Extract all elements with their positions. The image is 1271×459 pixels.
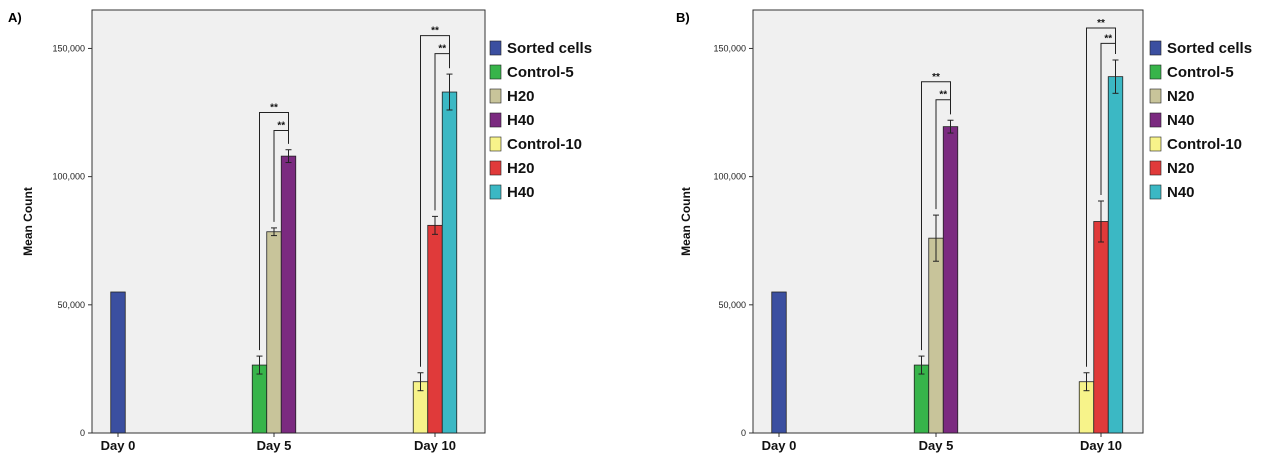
significance-bracket	[273, 129, 289, 222]
y-tick-label: 100,000	[52, 172, 85, 182]
chart-panel-b: B) 0 50,000 100,000 150,000 Mean Count Day 0 D…	[660, 0, 1271, 459]
legend-swatch	[489, 40, 502, 56]
x-tick-label: Day 10	[414, 438, 456, 453]
bar-h40	[441, 91, 458, 434]
legend-label: Control-10	[1167, 136, 1242, 153]
significance-label: **	[1104, 33, 1112, 44]
legend-label: H20	[507, 160, 535, 177]
legend-swatch	[1149, 136, 1162, 152]
bar-sorted-cells	[110, 291, 126, 434]
x-tick-label: Day 5	[919, 438, 954, 453]
bar-n20	[1093, 221, 1109, 434]
y-tick-label: 50,000	[57, 300, 85, 310]
panel-label: A)	[8, 10, 22, 25]
y-axis-label: Mean Count	[679, 187, 693, 256]
legend-label: Control-5	[1167, 64, 1234, 81]
chart-panel-a: A) 0 50,000 100,000 150,000 Mean Count Day 0 D…	[8, 9, 592, 453]
significance-bracket	[935, 99, 951, 210]
legend-swatch	[1149, 88, 1162, 104]
x-tick-label: Day 0	[762, 438, 797, 453]
legend-label: Control-10	[507, 136, 582, 153]
bar-n20	[928, 237, 944, 434]
significance-label: **	[939, 90, 947, 101]
legend-swatch	[1149, 160, 1162, 176]
legend-swatch	[489, 136, 502, 152]
bar-sorted-cells	[771, 291, 787, 434]
bar-control-5	[251, 364, 268, 434]
legend-swatch	[1149, 40, 1162, 56]
bar-h20	[427, 224, 443, 434]
significance-bracket	[921, 81, 951, 351]
y-tick-label: 0	[80, 428, 85, 438]
legend-label: N20	[1167, 160, 1195, 177]
significance-bracket	[259, 112, 289, 351]
legend-swatch	[1149, 184, 1162, 200]
legend-label: H20	[507, 88, 535, 105]
significance-bracket	[434, 53, 450, 211]
x-tick-label: Day 5	[257, 438, 292, 453]
significance-label: **	[1097, 18, 1105, 29]
significance-label: **	[277, 120, 285, 131]
significance-label: **	[431, 26, 439, 37]
legend-label: H40	[507, 184, 535, 201]
legend-label: Sorted cells	[507, 40, 592, 57]
bar-n40	[942, 126, 959, 434]
bar-n40	[1107, 76, 1124, 434]
legend-label: Sorted cells	[1167, 40, 1252, 57]
x-tick-label: Day 10	[1080, 438, 1122, 453]
significance-label: **	[932, 72, 940, 83]
significance-bracket	[1100, 42, 1116, 195]
legend-label: H40	[507, 112, 535, 129]
y-tick-label: 50,000	[718, 300, 746, 310]
legend-swatch	[489, 184, 502, 200]
legend-swatch	[489, 160, 502, 176]
y-axis-label: Mean Count	[21, 187, 35, 256]
legend-swatch	[1149, 112, 1162, 128]
panel-label: B)	[676, 10, 690, 25]
legend-label: N40	[1167, 112, 1195, 129]
bar-h40	[280, 155, 297, 434]
legend-label: N20	[1167, 88, 1195, 105]
y-tick-label: 150,000	[713, 43, 746, 53]
bar-h20	[266, 231, 282, 434]
significance-bracket	[420, 35, 450, 367]
y-tick-label: 100,000	[713, 172, 746, 182]
legend-label: N40	[1167, 184, 1195, 201]
significance-label: **	[438, 44, 446, 55]
bar-control-5	[913, 364, 930, 434]
significance-label: **	[270, 103, 278, 114]
legend-swatch	[489, 112, 502, 128]
x-tick-label: Day 0	[101, 438, 136, 453]
y-tick-label: 0	[741, 428, 746, 438]
y-tick-label: 150,000	[52, 43, 85, 53]
chart-svg-b: 0 50,000 100,000 150,000 Mean Count Day 0 Day …	[679, 9, 1252, 453]
legend-label: Control-5	[507, 64, 574, 81]
legend-swatch	[489, 88, 502, 104]
legend-swatch	[489, 64, 502, 80]
chart-svg-a: 0 50,000 100,000 150,000 Mean Count Day 0 Day …	[21, 9, 592, 453]
significance-bracket	[1086, 27, 1116, 367]
legend-swatch	[1149, 64, 1162, 80]
